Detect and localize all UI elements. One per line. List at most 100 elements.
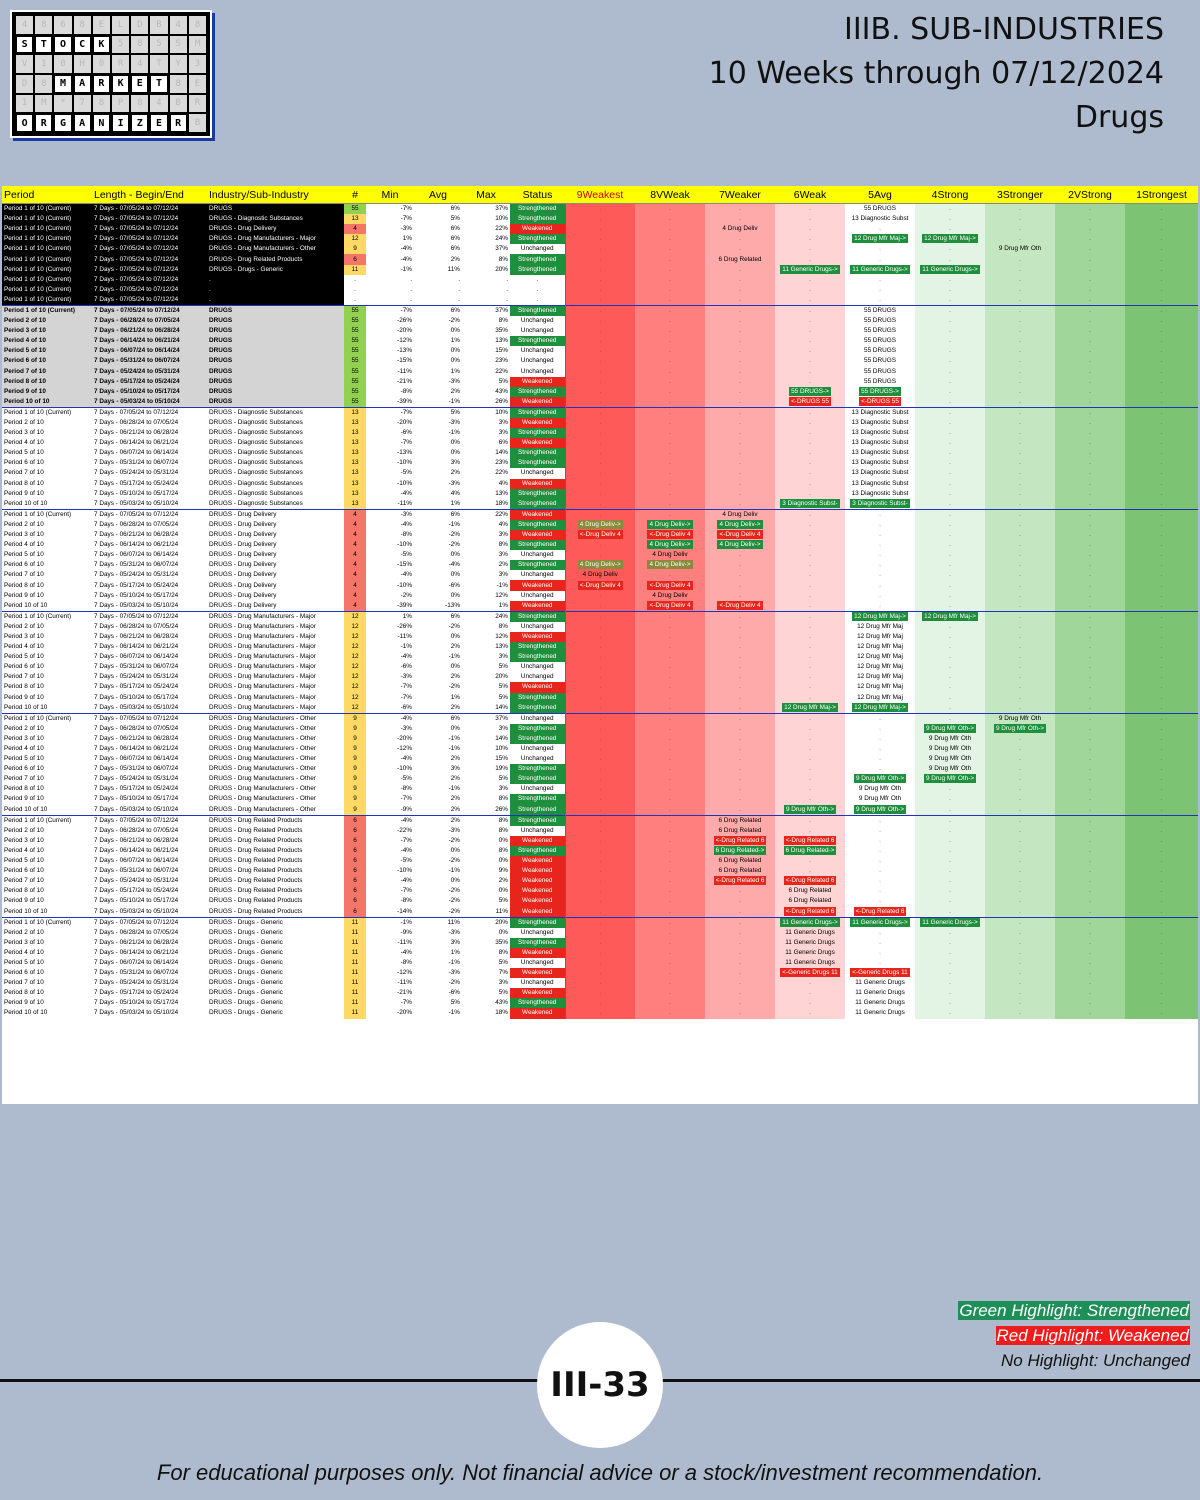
- max-cell: 8%: [498, 948, 508, 956]
- logo-cell: 8: [35, 16, 53, 34]
- bucket-cell: .: [1125, 845, 1198, 856]
- status-label: Unchanged: [520, 714, 554, 722]
- count-cell: 13: [344, 214, 366, 225]
- bucket-label: .: [1019, 805, 1021, 813]
- bucket-cell: .: [564, 304, 635, 317]
- bucket-cell: .: [915, 702, 985, 714]
- bucket-label: .: [1089, 235, 1091, 243]
- max-cell: 37%: [462, 712, 510, 724]
- bucket-label: .: [1089, 805, 1091, 813]
- column-header: Industry/Sub-Industry: [207, 186, 344, 204]
- bucket-label: .: [1019, 581, 1021, 589]
- length-cell: 7 Days - 07/05/24 to 07/12/24: [92, 284, 207, 295]
- bucket-label: 4 Drug Deliv->: [577, 519, 623, 529]
- avg-cell: 6%: [450, 235, 460, 243]
- bucket-cell: .: [1125, 754, 1198, 765]
- min-cell: -15%: [397, 561, 412, 569]
- avg-cell: 1%: [450, 337, 460, 345]
- bucket-label: .: [1019, 205, 1021, 213]
- bucket-cell: 9 Drug Mfr Oth: [985, 244, 1055, 255]
- status-cell: Weakened: [510, 856, 565, 867]
- bucket-cell: .: [915, 396, 985, 408]
- bucket-cell: .: [915, 814, 985, 826]
- bucket-cell: .: [1125, 417, 1198, 429]
- bucket-cell: .: [1125, 947, 1198, 958]
- bucket-cell: .: [1055, 488, 1125, 499]
- bucket-cell: 13 Diagnostic Subst: [845, 428, 915, 439]
- bucket-label: 12 Drug Mfr Maj->: [852, 612, 908, 621]
- table-row: Period 5 of 10 7 Days - 06/07/24 to 06/14…: [2, 754, 1198, 765]
- bucket-cell: .: [1055, 754, 1125, 765]
- bucket-cell: .: [635, 916, 705, 928]
- bucket-cell: .: [564, 438, 635, 449]
- industry-cell: DRUGS - Drugs - Generic: [209, 948, 283, 956]
- bucket-cell: .: [1125, 927, 1198, 938]
- bucket-label: .: [1019, 561, 1021, 569]
- min-cell: -39%: [397, 601, 412, 609]
- count-cell: 11: [344, 947, 366, 958]
- bucket-cell: .: [775, 274, 845, 285]
- bucket-cell: 9 Drug Mfr Oth->: [985, 723, 1055, 734]
- bucket-label: 12 Drug Mfr Maj: [857, 622, 903, 630]
- bucket-cell: .: [985, 754, 1055, 765]
- bucket-label: .: [1160, 561, 1163, 569]
- max-cell: 20%: [462, 916, 510, 928]
- bucket-label: 13 Diagnostic Subst: [851, 408, 909, 416]
- bucket-label: .: [1160, 816, 1163, 824]
- period-cell: Period 5 of 10: [4, 857, 44, 865]
- bucket-cell: .: [564, 631, 635, 643]
- period-cell: Period 1 of 10 (Current): [2, 712, 92, 724]
- bucket-cell: 11 Generic Drugs: [845, 988, 915, 999]
- status-cell: Strengthened: [510, 203, 565, 215]
- avg-cell: .: [458, 275, 460, 283]
- bucket-cell: .: [564, 274, 635, 285]
- bucket-label: .: [599, 938, 602, 946]
- max-cell: 22%: [462, 508, 510, 520]
- bucket-label: .: [599, 826, 602, 834]
- period-cell: Period 4 of 10: [4, 541, 44, 549]
- bucket-cell: .: [635, 1008, 705, 1019]
- bucket-label: .: [669, 429, 671, 437]
- bucket-cell: .: [775, 856, 845, 867]
- min-cell: -5%: [400, 551, 412, 559]
- status-label: Strengthened: [518, 449, 557, 457]
- table-row: Period 3 of 10 7 Days - 06/21/24 to 06/28…: [2, 835, 1198, 846]
- bucket-cell: .: [1125, 214, 1198, 225]
- status-cell: Unchanged: [510, 754, 565, 765]
- bucket-cell: .: [705, 784, 775, 795]
- bucket-label: .: [1089, 703, 1091, 711]
- max-cell: 3%: [498, 419, 508, 427]
- column-header: 6Weak: [775, 186, 845, 204]
- logo-cell: 4: [150, 94, 168, 113]
- bucket-label: .: [1019, 367, 1021, 375]
- status-label: Unchanged: [520, 591, 554, 599]
- status-cell: Unchanged: [510, 468, 565, 479]
- bucket-cell: .: [1125, 906, 1198, 918]
- count-cell: 55: [344, 304, 366, 317]
- bucket-label: .: [1019, 826, 1021, 834]
- logo-cell: O: [16, 114, 34, 132]
- bucket-cell: .: [564, 326, 635, 337]
- bucket-cell: .: [564, 478, 635, 489]
- bucket-cell: 55 DRUGS: [845, 376, 915, 387]
- bucket-cell: .: [985, 927, 1055, 938]
- bucket-label: 6 Drug Related->: [713, 845, 767, 855]
- status-label: Strengthened: [518, 235, 557, 243]
- bucket-cell: .: [775, 1008, 845, 1019]
- logo-cell: T: [150, 74, 168, 93]
- count-cell: 4: [344, 590, 366, 601]
- bucket-cell: .: [985, 264, 1055, 275]
- bucket-label: .: [949, 347, 951, 355]
- bucket-cell: .: [915, 600, 985, 612]
- industry-cell: DRUGS - Drug Delivery: [209, 591, 277, 599]
- bucket-cell: .: [775, 530, 845, 541]
- bucket-label: .: [879, 561, 881, 569]
- bucket-label: .: [739, 561, 741, 569]
- count-cell: 4: [344, 560, 366, 571]
- status-label: Strengthened: [518, 205, 557, 213]
- bucket-label: .: [809, 225, 811, 233]
- industry-cell: .: [207, 294, 344, 306]
- bucket-cell: .: [1055, 406, 1125, 418]
- max-cell: 8%: [498, 795, 508, 803]
- status-cell: Weakened: [510, 224, 565, 235]
